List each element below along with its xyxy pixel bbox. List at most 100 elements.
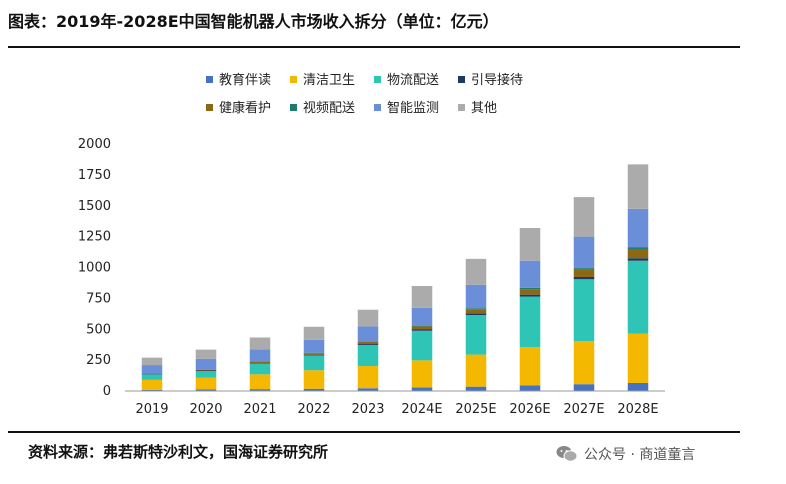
x-tick-label: 2023 bbox=[351, 402, 384, 417]
legend-swatch bbox=[374, 76, 381, 83]
legend-swatch bbox=[206, 104, 213, 111]
bar-segment bbox=[195, 377, 217, 390]
y-tick-label: 1500 bbox=[78, 199, 111, 214]
bar-segment bbox=[465, 308, 487, 310]
chart-title: 图表：2019年-2028E中国智能机器人市场收入拆分（单位：亿元） bbox=[8, 12, 499, 31]
bar-segment bbox=[627, 208, 649, 248]
legend-label: 清洁卫生 bbox=[303, 73, 355, 88]
legend-swatch bbox=[206, 76, 213, 83]
bar-stack-2026E bbox=[519, 227, 541, 391]
legend-label: 智能监测 bbox=[387, 101, 439, 116]
bar-segment bbox=[519, 227, 541, 261]
legend-item: 教育伴读 bbox=[206, 72, 271, 88]
bar-segment bbox=[249, 349, 271, 362]
bar-segment bbox=[303, 355, 325, 371]
bar-segment bbox=[627, 248, 649, 259]
x-tick-label: 2020 bbox=[189, 402, 222, 417]
bar-segment bbox=[357, 341, 379, 342]
bar-stack-2027E bbox=[573, 197, 595, 391]
bar-segment bbox=[519, 294, 541, 297]
bar-segment bbox=[519, 347, 541, 386]
bar-segment bbox=[627, 164, 649, 209]
watermark-text: 公众号 · 商道童言 bbox=[584, 447, 696, 463]
y-tick-label: 0 bbox=[103, 384, 111, 399]
bar-segment bbox=[303, 339, 325, 353]
y-tick-label: 500 bbox=[86, 322, 111, 337]
bar-segment bbox=[357, 341, 379, 345]
bar-segment bbox=[411, 286, 433, 308]
bar-segment bbox=[411, 360, 433, 388]
bar-segment bbox=[627, 333, 649, 383]
bar-segment bbox=[195, 389, 217, 391]
legend-item: 健康看护 bbox=[206, 100, 271, 116]
bar-segment bbox=[519, 287, 541, 290]
legend-swatch bbox=[290, 76, 297, 83]
legend-item: 智能监测 bbox=[374, 101, 439, 116]
x-tick-label: 2021 bbox=[243, 402, 276, 417]
y-tick-label: 1250 bbox=[78, 230, 111, 245]
bar-stack-2024E bbox=[411, 286, 433, 391]
bar-segment bbox=[303, 326, 325, 340]
legend-item: 清洁卫生 bbox=[290, 73, 355, 88]
source-note: 资料来源：弗若斯特沙利文，国海证券研究所 bbox=[28, 443, 329, 461]
x-tick-label: 2024E bbox=[401, 402, 442, 417]
legend-label: 其他 bbox=[471, 101, 497, 116]
legend-swatch bbox=[458, 76, 465, 83]
bar-stack-2023 bbox=[357, 309, 379, 391]
bar-segment bbox=[627, 382, 649, 391]
y-tick-label: 2000 bbox=[78, 137, 111, 152]
legend-item: 其他 bbox=[458, 101, 497, 116]
bar-segment bbox=[303, 370, 325, 389]
bar-stack-2019 bbox=[141, 357, 163, 391]
legend-item: 物流配送 bbox=[374, 73, 439, 88]
bar-segment bbox=[249, 363, 271, 375]
x-tick-label: 2027E bbox=[563, 402, 604, 417]
bottom-divider bbox=[8, 431, 740, 433]
bar-segment bbox=[357, 345, 379, 367]
bar-segment bbox=[519, 385, 541, 391]
bar-stack-2020 bbox=[195, 349, 217, 391]
y-axis: 0 250 500 750 1000 1250 1500 1750 2000 bbox=[78, 137, 111, 399]
bar-segment bbox=[627, 247, 649, 249]
top-divider bbox=[8, 46, 740, 48]
bar-segment bbox=[357, 309, 379, 327]
x-tick-label: 2026E bbox=[509, 402, 550, 417]
bar-segment bbox=[573, 268, 595, 270]
bar-segment bbox=[357, 366, 379, 389]
bar-stack-2021 bbox=[249, 337, 271, 391]
bar-segment bbox=[573, 279, 595, 341]
bar-segment bbox=[573, 277, 595, 280]
bar-stack-2022 bbox=[303, 326, 325, 391]
bar-segment bbox=[573, 197, 595, 237]
x-tick-label: 2028E bbox=[617, 402, 658, 417]
x-tick-label: 2025E bbox=[455, 402, 496, 417]
bar-segment bbox=[141, 357, 163, 366]
x-tick-label: 2022 bbox=[297, 402, 330, 417]
bar-segment bbox=[465, 309, 487, 314]
bar-segment bbox=[141, 373, 163, 374]
y-tick-label: 1000 bbox=[78, 261, 111, 276]
bar-segment bbox=[465, 354, 487, 387]
legend-swatch bbox=[290, 104, 297, 111]
bar-segment bbox=[195, 370, 217, 378]
bar-segment bbox=[249, 363, 271, 364]
legend-label: 教育伴读 bbox=[219, 72, 271, 88]
bar-segment bbox=[411, 387, 433, 391]
y-tick-label: 1750 bbox=[78, 168, 111, 183]
bar-segment bbox=[411, 325, 433, 327]
bar-segment bbox=[519, 260, 541, 288]
bar-segment bbox=[195, 369, 217, 371]
bar-segment bbox=[411, 326, 433, 330]
y-tick-label: 750 bbox=[86, 291, 111, 306]
bar-segment bbox=[627, 260, 649, 334]
x-tick-label: 2019 bbox=[135, 402, 168, 417]
legend-label: 物流配送 bbox=[387, 73, 439, 88]
bar-segment bbox=[411, 329, 433, 331]
legend-swatch bbox=[374, 104, 381, 111]
bar-segment bbox=[141, 389, 163, 391]
bar-segment bbox=[573, 269, 595, 278]
bar-segment bbox=[411, 330, 433, 361]
bar-segment bbox=[465, 258, 487, 285]
watermark: 公众号 · 商道童言 bbox=[556, 444, 695, 464]
